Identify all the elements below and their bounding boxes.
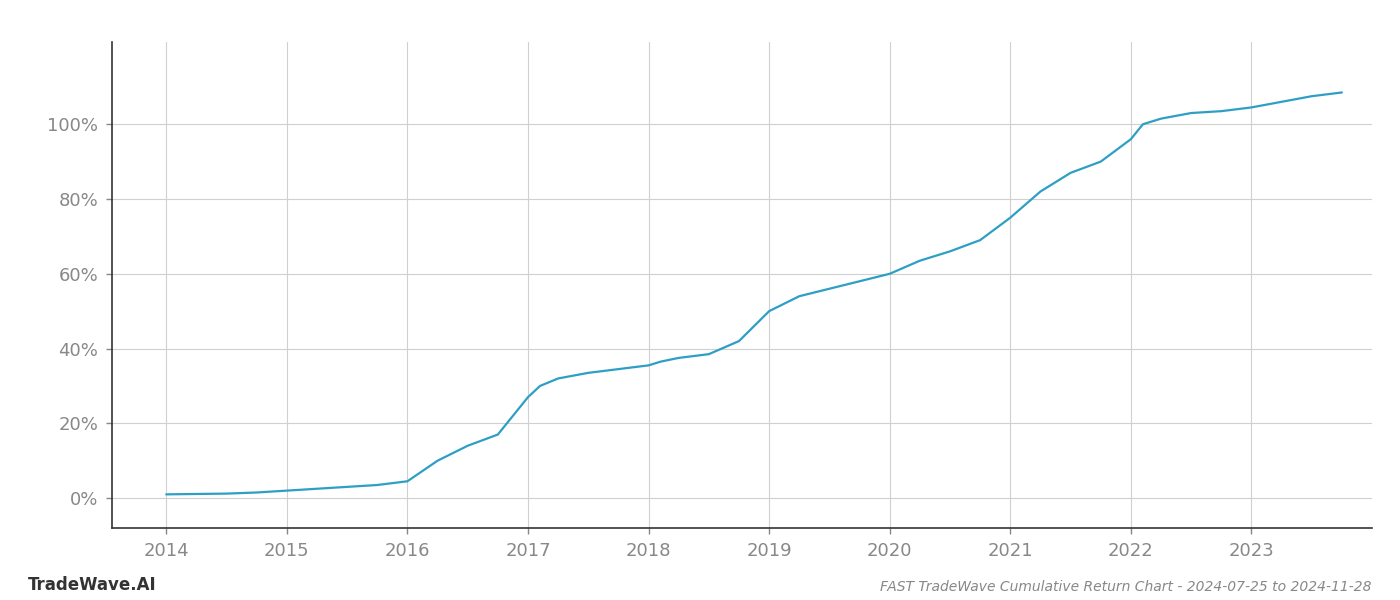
Text: TradeWave.AI: TradeWave.AI: [28, 576, 157, 594]
Text: FAST TradeWave Cumulative Return Chart - 2024-07-25 to 2024-11-28: FAST TradeWave Cumulative Return Chart -…: [881, 580, 1372, 594]
